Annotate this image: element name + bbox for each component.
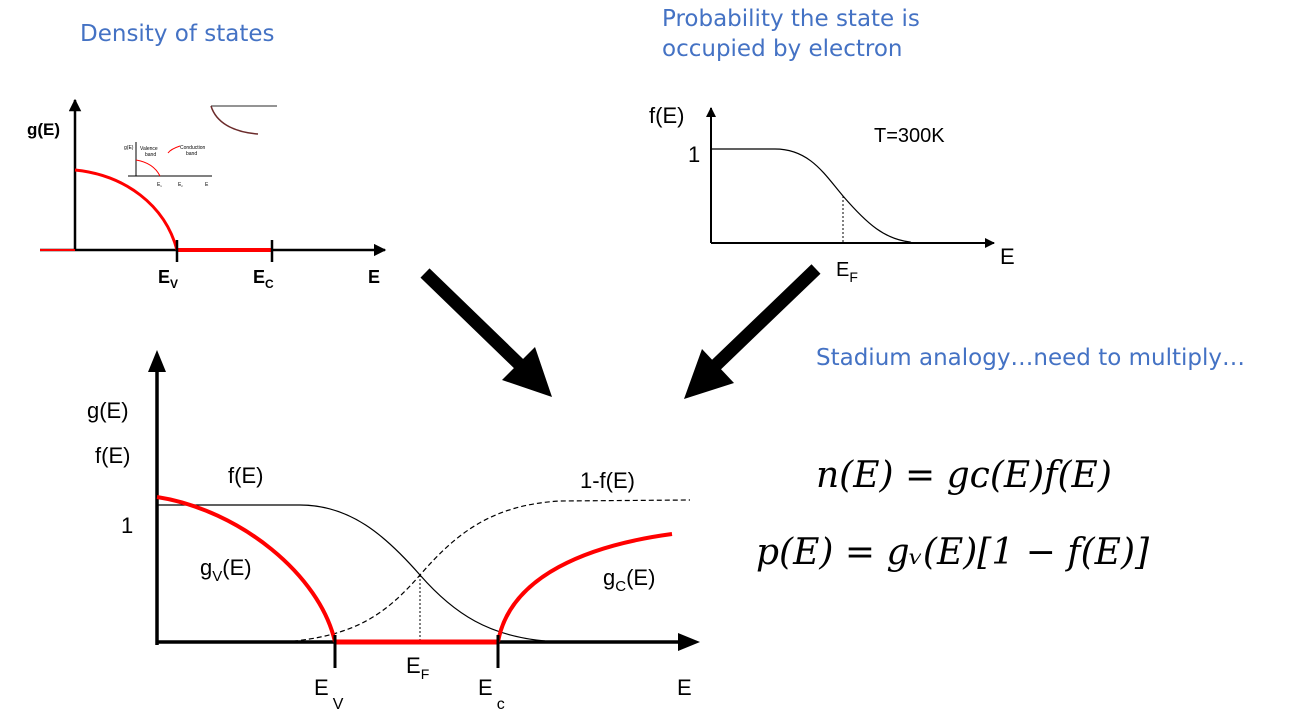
inset-y-label: g(E) bbox=[124, 145, 134, 151]
combined-gv-curve bbox=[156, 495, 337, 643]
dos-ev-label: EV bbox=[158, 267, 178, 291]
fermi-ef-label: EF bbox=[836, 259, 858, 285]
hole-density-equation: p(E) = gᵥ(E)[1 − f(E)] bbox=[756, 532, 1150, 573]
left-arrow-head bbox=[502, 347, 552, 397]
fermi-plot: f(E) 1 T=300K EF E bbox=[649, 103, 1015, 285]
dos-inset-thumbnail: g(E) Valence band Conduction band Ev Ec … bbox=[124, 142, 212, 188]
combined-x-arrowhead bbox=[678, 633, 700, 651]
arrow-left-to-center bbox=[420, 268, 552, 397]
combined-one-minus-fe-label: 1-f(E) bbox=[580, 468, 635, 493]
inset-conduction-label: Conduction bbox=[180, 145, 206, 151]
probability-title-line1: Probability the state is bbox=[662, 6, 920, 32]
combined-ev-label: EV bbox=[314, 675, 344, 713]
fermi-curve bbox=[711, 148, 913, 244]
arrow-right-to-center bbox=[684, 264, 821, 399]
dos-ec-label: EC bbox=[253, 267, 274, 291]
combined-y-arrowhead bbox=[148, 350, 166, 372]
dos-y-label: g(E) bbox=[27, 120, 60, 139]
combined-one-label: 1 bbox=[121, 513, 133, 538]
inset-conduction-label2: band bbox=[186, 151, 197, 157]
dos-corner-thumbnail bbox=[210, 105, 277, 135]
thumbnail-curve bbox=[210, 105, 259, 135]
combined-plot: g(E) f(E) 1 f(E) 1-f(E) gV(E) gC(E) EV E… bbox=[87, 350, 700, 713]
combined-gc-curve bbox=[496, 532, 673, 643]
probability-title-line2: occupied by electron bbox=[662, 36, 903, 63]
combined-x-label: E bbox=[677, 675, 692, 700]
combined-one-minus-fe-curve bbox=[284, 499, 691, 643]
fermi-temperature-label: T=300K bbox=[874, 125, 945, 147]
dos-plot: g(E) EV EC E g(E) Valence band Conductio… bbox=[27, 98, 387, 291]
density-of-states-title: Density of states bbox=[80, 21, 275, 47]
inset-ec-label: Ec bbox=[178, 182, 183, 188]
combined-gc-label: gC(E) bbox=[603, 565, 655, 595]
inset-x-label: E bbox=[205, 182, 209, 188]
electron-density-equation: n(E) = gᴄ(E)f(E) bbox=[816, 455, 1112, 496]
dos-x-label: E bbox=[368, 267, 380, 287]
combined-fe-label: f(E) bbox=[228, 463, 263, 488]
right-arrow-head bbox=[684, 349, 734, 399]
combined-ef-label: EF bbox=[406, 653, 429, 682]
left-arrow-shaft bbox=[420, 268, 525, 370]
inset-valence-label: Valence bbox=[140, 146, 158, 152]
inset-valence-curve bbox=[135, 159, 161, 177]
inset-conduction-curve bbox=[167, 145, 181, 154]
combined-y-label-f: f(E) bbox=[95, 443, 130, 468]
fermi-y-label: f(E) bbox=[649, 103, 684, 128]
right-arrow-shaft bbox=[710, 264, 821, 371]
inset-ev-label: Ev bbox=[157, 182, 162, 188]
dos-valence-curve bbox=[74, 168, 179, 251]
combined-gv-label: gV(E) bbox=[200, 555, 252, 585]
combined-ec-label: Ec bbox=[478, 675, 505, 713]
probability-title: Probability the state is occupied by ele… bbox=[662, 4, 920, 65]
fermi-x-label: E bbox=[1000, 244, 1015, 269]
inset-valence-label2: band bbox=[145, 152, 156, 158]
stadium-analogy-text: Stadium analogy…need to multiply… bbox=[816, 345, 1246, 371]
combined-y-label-g: g(E) bbox=[87, 398, 129, 423]
fermi-one-label: 1 bbox=[688, 142, 700, 167]
